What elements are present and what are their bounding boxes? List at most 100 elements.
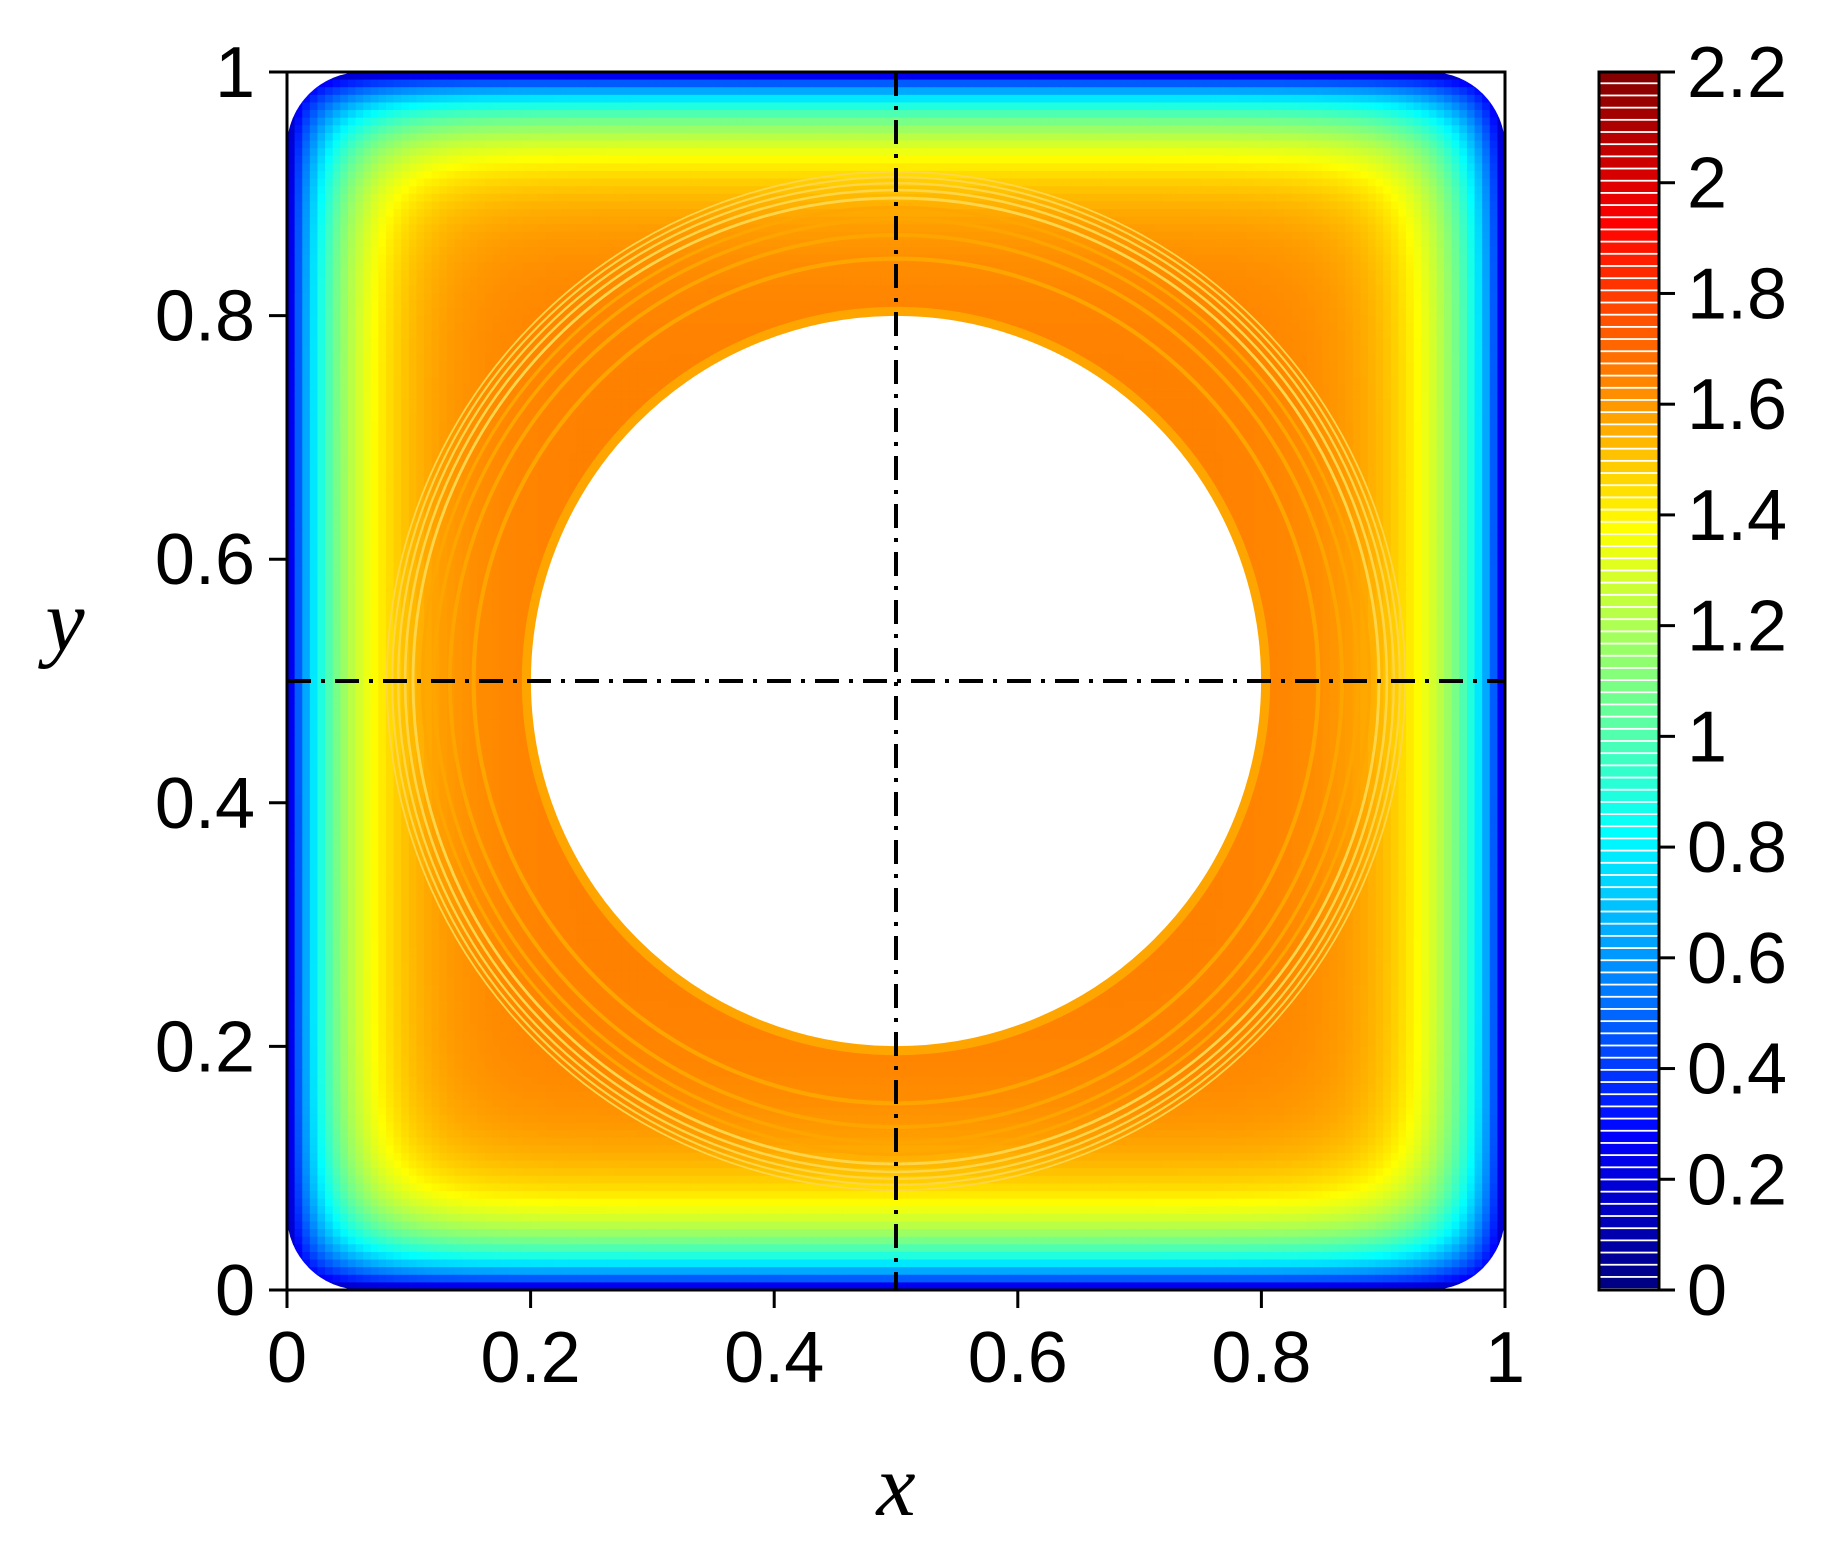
x-tick-label: 0 — [267, 1318, 307, 1398]
colorbar-band — [1599, 376, 1659, 387]
colorbar-band — [1599, 327, 1659, 339]
colorbar-tick-label: 0 — [1687, 1251, 1727, 1331]
colorbar-band — [1599, 1119, 1659, 1130]
colorbar-tick-label: 0.8 — [1687, 808, 1787, 888]
colorbar-band — [1599, 522, 1659, 534]
colorbar-band — [1599, 205, 1659, 217]
colorbar-band — [1599, 84, 1659, 95]
colorbar-band — [1599, 1253, 1659, 1264]
colorbar-band — [1599, 534, 1659, 546]
colorbar-band — [1599, 705, 1659, 716]
colorbar-band — [1599, 339, 1659, 351]
colorbar-band — [1599, 547, 1659, 558]
colorbar-band — [1599, 1180, 1659, 1191]
y-axis-label: y — [37, 573, 85, 670]
colorbar-band — [1599, 1277, 1659, 1289]
colorbar-band — [1599, 315, 1659, 326]
colorbar-band — [1599, 108, 1659, 119]
colorbar-band — [1599, 1095, 1659, 1106]
colorbar-band — [1599, 279, 1659, 290]
colorbar-band — [1599, 1156, 1659, 1167]
colorbar-band — [1599, 96, 1659, 107]
colorbar-band — [1599, 449, 1659, 460]
colorbar-tick-label: 2 — [1687, 144, 1727, 224]
colorbar-tick-label: 1.2 — [1687, 587, 1787, 667]
colorbar-band — [1599, 839, 1659, 850]
colorbar-band — [1599, 948, 1659, 960]
colorbar-band — [1599, 413, 1659, 424]
colorbar-band — [1599, 266, 1659, 278]
colorbar-band — [1599, 72, 1659, 83]
colorbar-band — [1599, 656, 1659, 668]
colorbar-band — [1599, 814, 1659, 826]
colorbar-band — [1599, 571, 1659, 582]
colorbar-band — [1599, 132, 1659, 144]
colorbar-band — [1599, 985, 1659, 996]
colorbar-tick-label: 1.4 — [1687, 476, 1787, 556]
colorbar-ticks: 0 0.2 0.4 0.6 0.8 1 1.2 1.4 1.6 1.8 2 2.2 — [1659, 33, 1787, 1331]
colorbar-band — [1599, 900, 1659, 911]
colorbar-band — [1599, 997, 1659, 1009]
x-tick-label: 0.8 — [1211, 1318, 1311, 1398]
colorbar-band — [1599, 1107, 1659, 1118]
x-tick-label: 0.6 — [968, 1318, 1068, 1398]
colorbar-band — [1599, 1131, 1659, 1143]
colorbar-band — [1599, 1229, 1659, 1240]
colorbar-band — [1599, 729, 1659, 741]
y-tick-label: 0 — [215, 1251, 255, 1331]
colorbar-band — [1599, 644, 1659, 655]
colorbar-band — [1599, 961, 1659, 972]
colorbar-band — [1599, 912, 1659, 923]
y-tick-label: 0.4 — [155, 764, 255, 844]
x-tick-label: 0.4 — [724, 1318, 824, 1398]
colorbar-band — [1599, 1192, 1659, 1203]
x-axis-ticks: 0 0.2 0.4 0.6 0.8 1 — [267, 1290, 1525, 1398]
colorbar-tick-label: 0.6 — [1687, 919, 1787, 999]
colorbar-band — [1599, 181, 1659, 192]
colorbar-band — [1599, 1022, 1659, 1033]
colorbar-band — [1599, 437, 1659, 448]
peak-region — [528, 313, 1264, 1049]
colorbar-band — [1599, 254, 1659, 266]
colorbar: 0 0.2 0.4 0.6 0.8 1 1.2 1.4 1.6 1.8 2 2.2 — [1597, 33, 1787, 1331]
y-tick-label: 0.6 — [155, 520, 255, 600]
colorbar-band — [1599, 766, 1659, 777]
x-axis-label: x — [874, 1438, 915, 1535]
colorbar-band — [1599, 498, 1659, 509]
colorbar-band — [1599, 352, 1659, 363]
colorbar-band — [1599, 1046, 1659, 1057]
colorbar-band — [1599, 559, 1659, 570]
colorbar-band — [1599, 1204, 1659, 1216]
colorbar-bands — [1599, 72, 1659, 1289]
colorbar-tick-label: 0.2 — [1687, 1140, 1787, 1220]
colorbar-band — [1599, 1216, 1659, 1228]
colorbar-band — [1599, 1058, 1659, 1069]
colorbar-band — [1599, 461, 1659, 473]
colorbar-band — [1599, 802, 1659, 814]
colorbar-band — [1599, 242, 1659, 253]
colorbar-band — [1599, 486, 1659, 497]
colorbar-frame — [1597, 70, 1661, 1292]
colorbar-tick-label: 1.6 — [1687, 365, 1787, 445]
colorbar-band — [1599, 388, 1659, 400]
reference-lines — [287, 72, 1505, 1290]
y-tick-label: 0.2 — [155, 1007, 255, 1087]
x-tick-label: 0.2 — [481, 1318, 581, 1398]
colorbar-band — [1599, 632, 1659, 643]
colorbar-tick-label: 0.4 — [1687, 1030, 1787, 1110]
colorbar-band — [1599, 973, 1659, 984]
colorbar-band — [1599, 924, 1659, 935]
colorbar-band — [1599, 607, 1659, 619]
colorbar-band — [1599, 400, 1659, 412]
colorbar-band — [1599, 157, 1659, 168]
colorbar-band — [1599, 291, 1659, 302]
colorbar-band — [1599, 364, 1659, 375]
colorbar-tick-label: 1 — [1687, 697, 1727, 777]
colorbar-band — [1599, 936, 1659, 948]
colorbar-band — [1599, 875, 1659, 887]
colorbar-band — [1599, 218, 1659, 229]
colorbar-band — [1599, 863, 1659, 875]
colorbar-band — [1599, 620, 1659, 631]
colorbar-band — [1599, 303, 1659, 314]
colorbar-band — [1599, 778, 1659, 789]
